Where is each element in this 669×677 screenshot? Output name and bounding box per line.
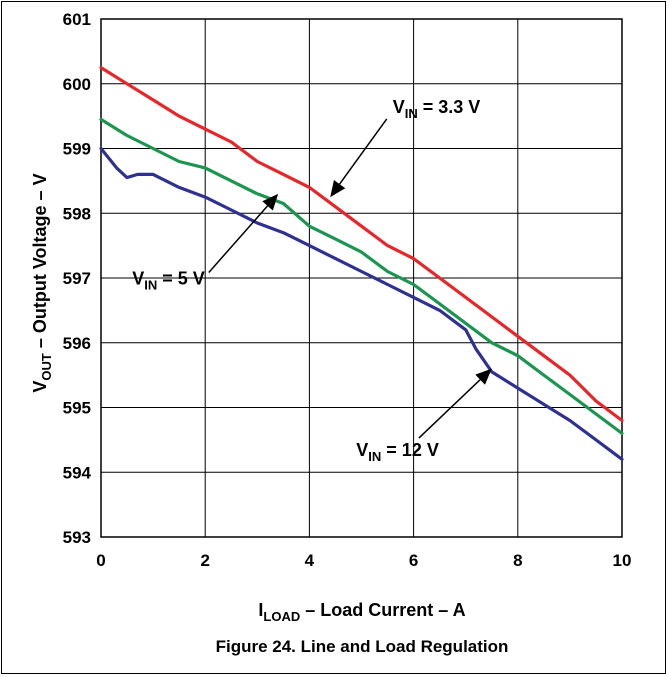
x-tick-label: 6 (409, 551, 418, 570)
y-tick-label: 599 (63, 140, 91, 159)
plot-border (100, 18, 623, 538)
y-tick-label: 597 (63, 269, 91, 288)
y-tick-label: 601 (63, 10, 91, 29)
annotation-arrow-shaft-2 (418, 379, 481, 439)
x-tick-label: 4 (305, 551, 315, 570)
annotation-layer: VIN = 3.3 V VIN = 5 V VIN = 12 V (132, 97, 492, 464)
x-axis-label: ILOAD – Load Current – A (258, 600, 465, 624)
grid-lines (101, 19, 622, 537)
series-line-2 (99, 146, 624, 461)
annotation-arrow-head-2 (475, 368, 492, 385)
series-label-2: VIN = 12 V (356, 440, 439, 464)
annotation-arrow-shaft-1 (208, 205, 269, 273)
x-tick-label: 2 (200, 551, 209, 570)
series-label-1: VIN = 5 V (132, 268, 205, 292)
y-tick-labels: 593 594 595 596 597 598 599 600 601 (63, 10, 92, 547)
series-layer (99, 65, 624, 461)
x-tick-label: 8 (513, 551, 522, 570)
figure-caption: Figure 24. Line and Load Regulation (216, 637, 509, 656)
y-tick-label: 594 (63, 463, 92, 482)
x-tick-label: 0 (96, 551, 105, 570)
y-tick-label: 595 (63, 399, 91, 418)
annotation-arrow-head-1 (262, 193, 279, 211)
series-label-0: VIN = 3.3 V (393, 97, 481, 121)
y-tick-label: 598 (63, 204, 91, 223)
annotation-arrow-head-0 (330, 179, 346, 198)
y-axis-label: VOUT – Output Voltage – V (30, 173, 54, 392)
series-line-0 (99, 65, 624, 423)
y-tick-label: 593 (63, 528, 91, 547)
series-line-1 (99, 117, 624, 435)
annotation-arrow-shaft-0 (339, 118, 388, 185)
x-tick-labels: 0 2 4 6 8 10 (96, 551, 631, 570)
y-tick-label: 596 (63, 334, 91, 353)
y-tick-label: 600 (63, 75, 91, 94)
x-tick-label: 10 (613, 551, 632, 570)
